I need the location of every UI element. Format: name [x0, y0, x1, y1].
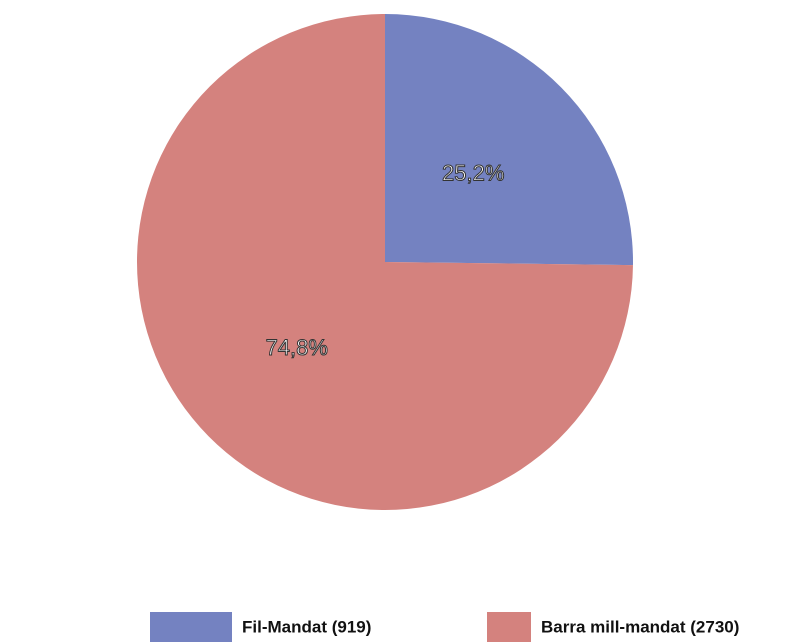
- legend-swatch: [487, 612, 531, 642]
- legend-swatch: [150, 612, 232, 642]
- slice-label: 25,2%: [442, 161, 504, 186]
- legend-label: Barra mill-mandat (2730): [541, 617, 739, 636]
- pie-slice: [136, 14, 633, 510]
- legend-label: Fil-Mandat (919): [242, 617, 371, 636]
- slice-label: 74,8%: [266, 335, 328, 360]
- pie-slice: [385, 14, 633, 266]
